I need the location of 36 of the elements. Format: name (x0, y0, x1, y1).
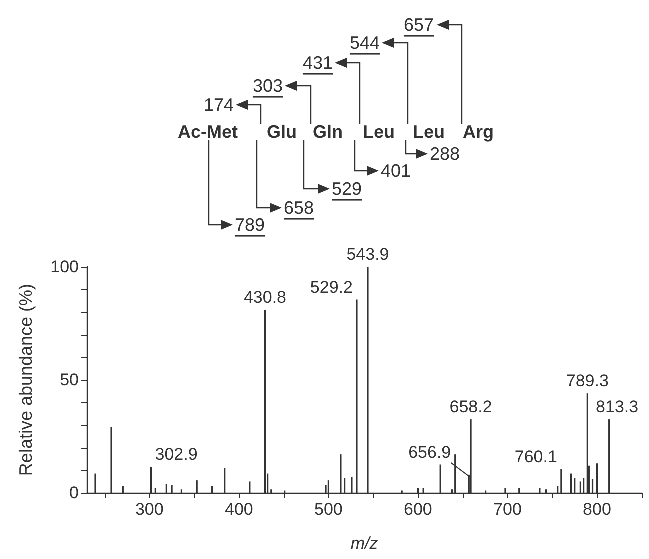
text: Ac-Met (178, 122, 238, 142)
annotation: 430.8 (244, 288, 286, 307)
text: 658 (284, 198, 314, 218)
annotation: 529.2 (310, 278, 353, 297)
text: Gln (313, 122, 343, 142)
annotation: 789.3 (566, 372, 609, 391)
text: 789 (235, 215, 266, 235)
x-tick-label: 800 (583, 500, 612, 519)
x-axis-title: m/z (350, 534, 379, 553)
text: Leu (413, 122, 446, 142)
text: 303 (252, 76, 283, 96)
annotation: 658.2 (450, 398, 492, 417)
text: 529 (332, 179, 362, 199)
annotation: 543.9 (346, 245, 390, 264)
text: Arg (463, 122, 494, 142)
text: Leu (363, 122, 396, 142)
y-axis-title: Relative abundance (%) (16, 284, 36, 476)
x-tick-label: 300 (135, 500, 164, 519)
text: 657 (404, 15, 434, 35)
y-tick-label: 0 (70, 484, 79, 502)
x-tick-label: 500 (314, 500, 343, 519)
annotation: 656.9 (408, 442, 452, 462)
x-tick-label: 700 (494, 500, 522, 519)
x-tick-label: 600 (404, 500, 432, 519)
text: 401 (381, 161, 412, 181)
text: 288 (430, 144, 460, 164)
text: 174 (204, 95, 234, 115)
x-tick-label: 400 (224, 500, 254, 519)
text: Glu (267, 122, 297, 142)
annotation: 813.3 (596, 398, 639, 417)
text: 544 (350, 33, 380, 53)
annotation: 760.1 (514, 447, 558, 466)
y-tick-label: 100 (50, 258, 79, 276)
y-tick-label: 50 (60, 370, 79, 390)
text: 431 (302, 53, 333, 73)
annotation: 302.9 (155, 445, 198, 464)
